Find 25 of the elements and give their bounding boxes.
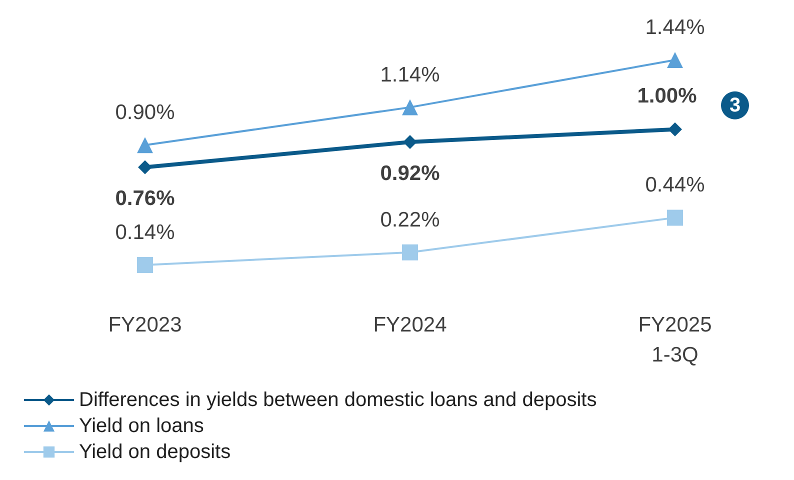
data-label: 0.22%: [380, 208, 440, 232]
legend-label: Yield on loans: [79, 415, 204, 437]
data-label: 0.14%: [115, 221, 175, 244]
legend-label: Yield on deposits: [79, 441, 231, 463]
data-label: 1.14%: [380, 63, 440, 86]
point: [667, 210, 683, 226]
point: [402, 99, 418, 116]
point: [667, 52, 683, 68]
data-label: 1.44%: [645, 16, 705, 39]
x-tick-label: FY2024: [373, 314, 448, 336]
data-label: 0.76%: [115, 187, 176, 210]
legend-label: Differences in yields between domestic loans and deposits: [79, 389, 597, 411]
annotation: 3: [729, 94, 741, 116]
data-label: 0.90%: [115, 101, 175, 124]
point: [402, 244, 418, 260]
point: [138, 160, 152, 174]
x-tick-label: FY2023: [108, 314, 182, 336]
point: [137, 257, 153, 273]
data-label: 0.92%: [380, 162, 440, 185]
point: [137, 137, 153, 154]
data-label: 0.44%: [645, 174, 705, 197]
point: [403, 135, 417, 149]
x-tick-label: FY2025 1-3Q: [638, 314, 712, 366]
point: [668, 122, 682, 136]
data-label: 1.00%: [637, 84, 698, 108]
